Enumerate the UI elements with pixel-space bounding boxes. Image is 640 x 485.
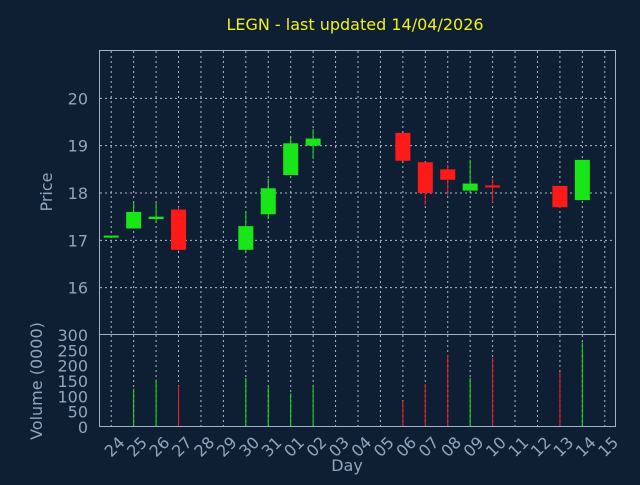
volume-tick-label: 200 bbox=[57, 357, 88, 376]
candle-body-26 bbox=[148, 216, 164, 220]
price-tick-label: 20 bbox=[68, 89, 88, 108]
volume-tick-label: 50 bbox=[68, 403, 88, 422]
candle-body-14 bbox=[574, 159, 590, 201]
candle-body-30 bbox=[238, 226, 254, 250]
price-candles bbox=[103, 129, 590, 253]
volume-bars bbox=[110, 342, 583, 427]
candle-body-13 bbox=[552, 185, 568, 208]
volume-tick-label: 300 bbox=[57, 326, 88, 345]
candle-body-08 bbox=[440, 169, 456, 180]
price-tick-label: 19 bbox=[68, 137, 88, 156]
chart-title: LEGN - last updated 14/04/2026 bbox=[226, 15, 483, 34]
candle-body-31 bbox=[260, 188, 276, 215]
price-grid bbox=[100, 51, 616, 335]
price-tick-label: 16 bbox=[68, 279, 88, 298]
volume-tick-label: 150 bbox=[57, 372, 88, 391]
candle-body-10 bbox=[485, 185, 501, 188]
x-axis-title: Day bbox=[331, 456, 363, 475]
volume-panel-frame bbox=[99, 334, 616, 427]
candle-body-01 bbox=[283, 143, 299, 176]
candle-body-02 bbox=[305, 138, 321, 146]
candle-body-09 bbox=[462, 183, 478, 191]
x-tick-label: 15 bbox=[594, 433, 622, 461]
price-tick-label: 17 bbox=[68, 231, 88, 250]
price-tick-label: 18 bbox=[68, 184, 88, 203]
candle-body-06 bbox=[395, 132, 411, 161]
volume-tick-label: 100 bbox=[57, 387, 88, 406]
volume-tick-label: 250 bbox=[57, 341, 88, 360]
volume-tick-label: 0 bbox=[78, 418, 88, 437]
volume-axis-title: Volume (0000) bbox=[27, 322, 46, 440]
candle-body-25 bbox=[126, 211, 142, 229]
price-axis-title: Price bbox=[37, 172, 56, 211]
candle-body-27 bbox=[171, 209, 187, 250]
candle-body-07 bbox=[417, 162, 433, 193]
volume-grid bbox=[110, 335, 606, 427]
candle-body-24 bbox=[103, 235, 119, 238]
price-y-tick-labels: 16 17 18 19 20 bbox=[68, 89, 88, 297]
